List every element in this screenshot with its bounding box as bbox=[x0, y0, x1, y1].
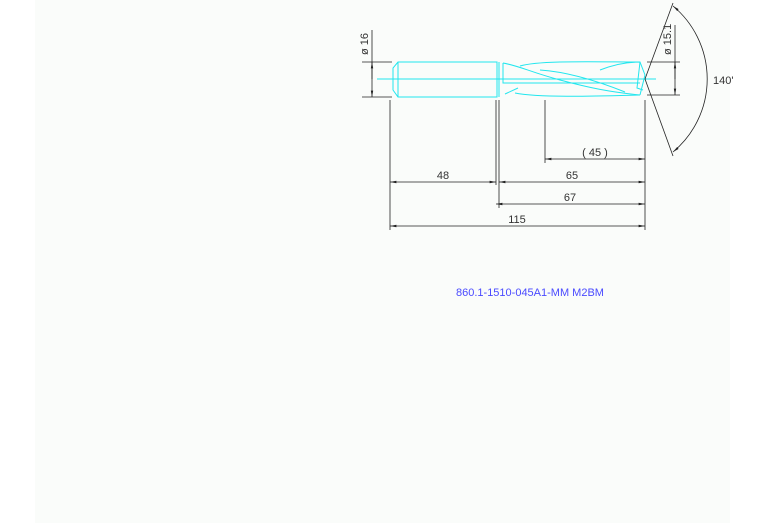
overall-length-label: 115 bbox=[508, 214, 526, 226]
part-number: 860.1-1510-045A1-MM M2BM bbox=[456, 287, 604, 299]
drill-diameter-label: ø 15.1 bbox=[662, 24, 674, 55]
point-angle-label: 140' bbox=[713, 75, 733, 87]
drill-outline bbox=[377, 61, 656, 98]
body-length-label: 65 bbox=[566, 170, 578, 182]
shank-length-label: 48 bbox=[437, 170, 449, 182]
flute-length-label: ( 45 ) bbox=[582, 147, 608, 159]
drawing-sheet bbox=[35, 0, 730, 523]
usable-length-label: 67 bbox=[564, 192, 576, 204]
shank-diameter-label: ø 16 bbox=[359, 33, 371, 55]
dimension-lines bbox=[362, 2, 708, 230]
